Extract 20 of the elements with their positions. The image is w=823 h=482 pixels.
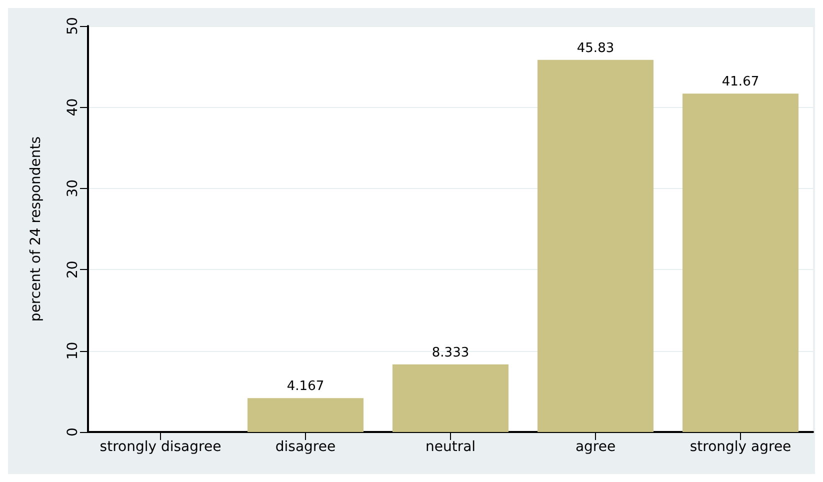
x-tick-label: neutral	[425, 439, 476, 455]
data-label: 41.67	[722, 74, 760, 90]
y-tick-label: 20	[65, 260, 81, 279]
y-tick-label: 30	[65, 179, 81, 198]
x-tick-label: disagree	[275, 439, 336, 455]
data-label: 8.333	[432, 345, 470, 360]
y-tick-label: 50	[65, 17, 81, 35]
x-tick-label: strongly agree	[690, 439, 792, 455]
y-tick-label: 40	[65, 98, 81, 116]
bar	[538, 60, 654, 432]
y-tick-label: 10	[65, 342, 81, 360]
bar	[682, 94, 798, 432]
x-tick-label: agree	[575, 439, 616, 455]
data-label: 4.167	[286, 379, 324, 394]
bar	[248, 398, 364, 432]
x-tick-label: strongly disagree	[100, 439, 222, 455]
bar	[392, 364, 508, 432]
data-label: 45.83	[576, 40, 614, 56]
y-tick-label: 0	[65, 428, 81, 436]
y-axis-title: percent of 24 respondents	[28, 136, 44, 322]
